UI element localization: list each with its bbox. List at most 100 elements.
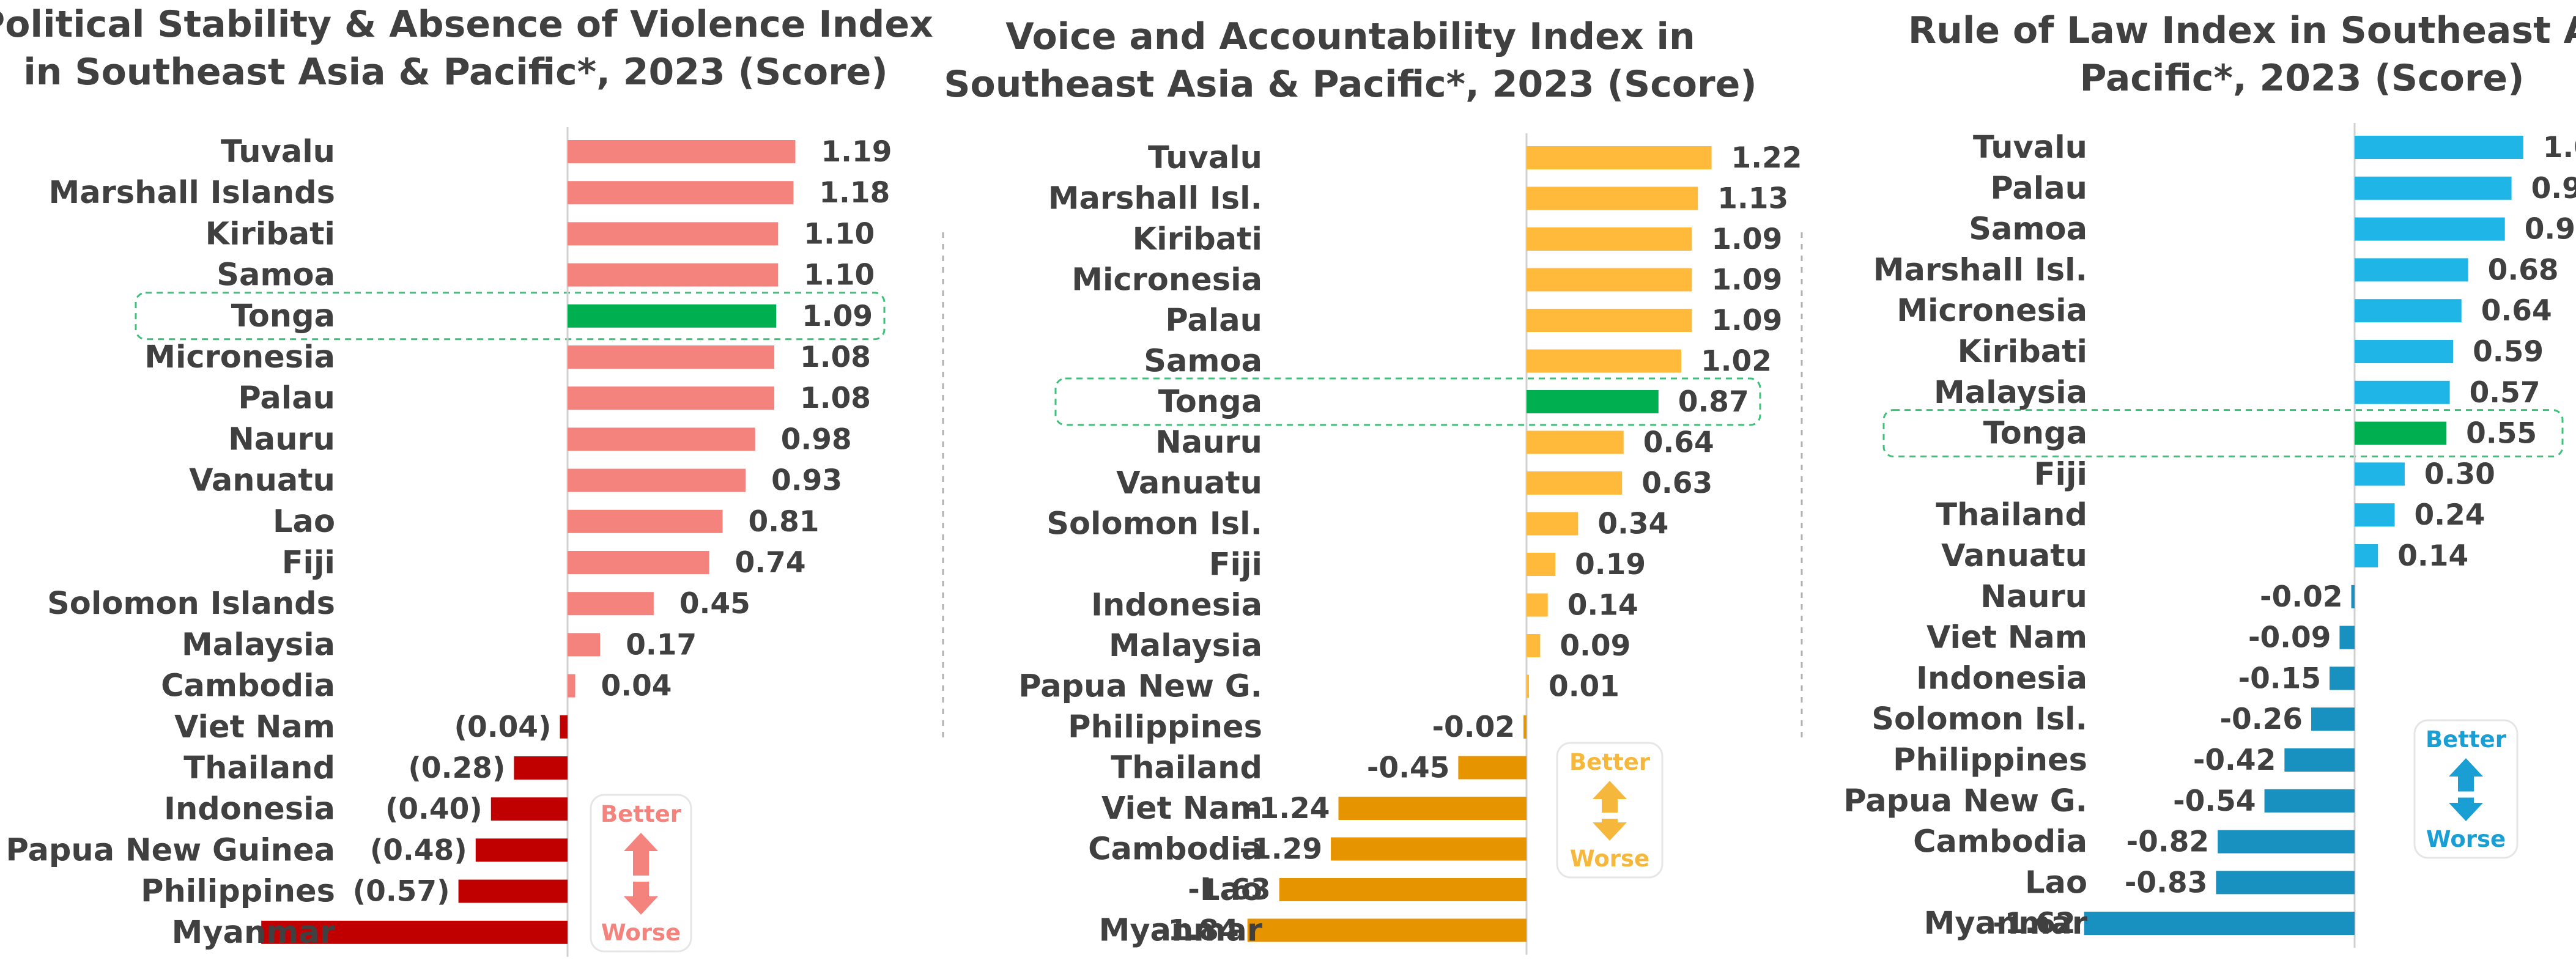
- value-label: (0.04): [454, 710, 552, 744]
- bar-cambodia: [1331, 838, 1527, 861]
- value-label: 0.01: [1549, 670, 1619, 704]
- value-label: 0.64: [2481, 294, 2552, 328]
- bar-kiribati: [568, 222, 778, 245]
- bar-samoa: [2355, 218, 2505, 241]
- category-label: Solomon Isl.: [1871, 701, 2087, 737]
- category-label: Tuvalu: [1973, 130, 2087, 166]
- value-label: 0.34: [1597, 507, 1668, 541]
- category-label: Cambodia: [1088, 832, 1262, 868]
- bar-nauru: [2352, 585, 2355, 608]
- bar-philippines: [2284, 748, 2355, 772]
- category-label: Nauru: [1155, 425, 1262, 461]
- bar-malaysia: [1527, 634, 1540, 657]
- category-label: Marshall Isl.: [1048, 181, 1262, 217]
- value-label: 0.14: [1567, 589, 1638, 622]
- value-label: -0.54: [2173, 784, 2256, 818]
- bar-tuvalu: [568, 140, 795, 163]
- bar-tonga: [1527, 390, 1659, 413]
- legend-worse: Worse: [1570, 846, 1649, 872]
- category-label: Lao: [273, 504, 335, 540]
- bar-viet-nam: [1338, 797, 1527, 820]
- value-label: 0.04: [601, 670, 672, 703]
- category-label: Vanuatu: [189, 463, 335, 499]
- bar-solomon-islands: [568, 592, 654, 615]
- category-label: Lao: [2025, 865, 2087, 901]
- value-label: 0.57: [2470, 376, 2541, 410]
- value-label: -1.63: [1188, 873, 1270, 907]
- bar-papua-new-g: [1527, 675, 1529, 698]
- legend-worse: Worse: [2426, 826, 2506, 852]
- value-label: 1.19: [821, 135, 892, 169]
- value-label: -0.09: [2248, 621, 2331, 655]
- bar-cambodia: [568, 674, 576, 698]
- category-label: Malaysia: [1934, 375, 2087, 411]
- value-label: -0.83: [2125, 866, 2207, 899]
- bar-papua-new-g: [2265, 789, 2355, 813]
- bar-tuvalu: [2355, 136, 2523, 159]
- category-label: Philippines: [141, 874, 335, 910]
- value-label: -0.42: [2193, 743, 2276, 777]
- category-label: Tuvalu: [221, 134, 335, 170]
- category-label: Indonesia: [164, 791, 335, 827]
- panel-political-stability: Political Stability & Absence of Violenc…: [0, 3, 933, 957]
- value-label: 0.59: [2473, 335, 2544, 369]
- value-label: (0.48): [370, 833, 467, 867]
- bar-thailand: [514, 756, 568, 780]
- value-label: -1.62: [1993, 907, 2075, 940]
- value-label: -0.45: [1367, 751, 1449, 785]
- value-label: -0.15: [2238, 662, 2321, 695]
- value-label: 0.17: [626, 628, 697, 662]
- category-label: Fiji: [1209, 547, 1262, 583]
- value-label: 0.64: [1643, 426, 1714, 460]
- bar-kiribati: [2355, 340, 2453, 363]
- value-label: 1.08: [800, 341, 871, 374]
- value-label: 0.68: [2488, 253, 2559, 287]
- bar-kiribati: [1527, 227, 1692, 251]
- value-label: 0.09: [1560, 629, 1630, 663]
- bar-indonesia: [2330, 666, 2355, 690]
- bar-vanuatu: [2355, 544, 2378, 567]
- category-label: Thailand: [1936, 497, 2087, 533]
- bar-tonga: [568, 304, 776, 328]
- category-label: Thailand: [183, 750, 335, 786]
- value-label: 1.13: [1717, 182, 1788, 216]
- category-label: Micronesia: [1071, 262, 1262, 298]
- category-label: Kiribati: [1958, 334, 2087, 370]
- bar-malaysia: [2355, 381, 2450, 404]
- value-label: 0.55: [2466, 417, 2537, 451]
- category-label: Philippines: [1893, 742, 2087, 778]
- category-label: Cambodia: [1913, 824, 2087, 860]
- bar-philippines: [459, 880, 568, 903]
- chart-title-line: Pacific*, 2023 (Score): [2079, 57, 2524, 100]
- value-label: 0.93: [771, 464, 842, 498]
- value-label: 0.74: [735, 546, 806, 580]
- value-label: 0.90: [2525, 213, 2576, 246]
- category-label: Fiji: [282, 545, 335, 581]
- category-label: Myanmar: [172, 915, 335, 951]
- category-label: Philippines: [1068, 709, 1262, 745]
- bar-thailand: [1458, 756, 1527, 780]
- value-label: 1.09: [1711, 264, 1782, 297]
- value-label: 0.24: [2415, 498, 2485, 532]
- bar-micronesia: [568, 345, 774, 369]
- value-label: 1.09: [1711, 304, 1782, 338]
- bar-palau: [1527, 309, 1692, 332]
- category-label: Micronesia: [1897, 293, 2087, 329]
- category-label: Malaysia: [1109, 628, 1262, 664]
- bar-indonesia: [491, 797, 568, 821]
- value-label: -0.26: [2220, 703, 2303, 736]
- category-label: Micronesia: [144, 339, 335, 375]
- category-label: Palau: [1165, 303, 1262, 339]
- bar-palau: [2355, 177, 2512, 200]
- bar-cambodia: [2218, 830, 2355, 854]
- bar-viet-nam: [2339, 626, 2355, 649]
- value-label: -0.02: [2260, 580, 2342, 614]
- value-label: -1.24: [1247, 792, 1330, 825]
- bar-indonesia: [1527, 594, 1548, 617]
- value-label: (0.40): [385, 792, 483, 826]
- bar-palau: [568, 386, 774, 410]
- category-label: Papua New G.: [1018, 669, 1262, 705]
- bar-samoa: [568, 264, 778, 287]
- chart-title-line: Rule of Law Index in Southeast Asia &: [1908, 9, 2576, 52]
